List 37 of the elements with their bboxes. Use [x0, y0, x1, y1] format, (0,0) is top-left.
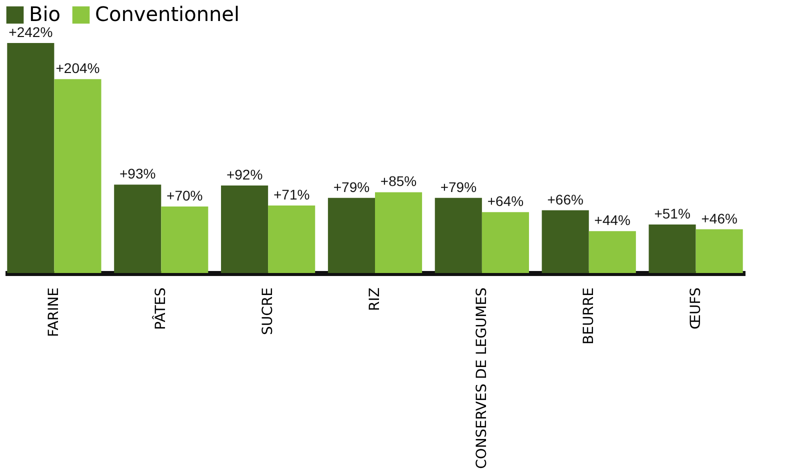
bar — [221, 186, 268, 273]
data-label: +51% — [654, 206, 690, 222]
data-label: +46% — [701, 210, 738, 226]
bar — [542, 210, 589, 273]
data-label: +64% — [487, 193, 524, 210]
bar — [7, 43, 54, 273]
data-label: +242% — [8, 24, 53, 40]
data-label: +85% — [380, 173, 417, 190]
bar — [482, 212, 529, 273]
bar — [375, 192, 422, 273]
x-tick-label: PÂTES — [152, 287, 170, 330]
data-label: +66% — [547, 191, 584, 208]
data-label: +44% — [594, 212, 630, 228]
data-label: +79% — [333, 178, 370, 195]
bar — [648, 224, 696, 273]
x-tick-label: BEURRE — [580, 288, 597, 344]
legend-label: Conventionnel — [95, 2, 240, 26]
bar — [114, 184, 162, 273]
bar — [696, 229, 743, 273]
x-tick-label: SUCRE — [260, 288, 276, 335]
x-tick-label: RIZ — [367, 288, 383, 311]
data-label: +204% — [56, 60, 100, 76]
x-tick-label: ŒUFS — [688, 287, 704, 330]
data-label: +79% — [440, 178, 477, 195]
bar — [434, 198, 482, 273]
bar — [328, 198, 375, 273]
legend-label: Bio — [29, 2, 61, 26]
x-tick-label: CONSERVES DE LEGUMES — [474, 287, 490, 469]
bar — [268, 206, 316, 273]
data-label: +70% — [166, 187, 203, 204]
data-label: +71% — [273, 186, 310, 203]
bar — [54, 79, 102, 273]
data-label: +93% — [120, 166, 156, 182]
x-tick-label: FARINE — [46, 288, 62, 338]
data-label: +92% — [226, 166, 263, 183]
bar — [161, 206, 208, 273]
bar — [588, 231, 636, 273]
